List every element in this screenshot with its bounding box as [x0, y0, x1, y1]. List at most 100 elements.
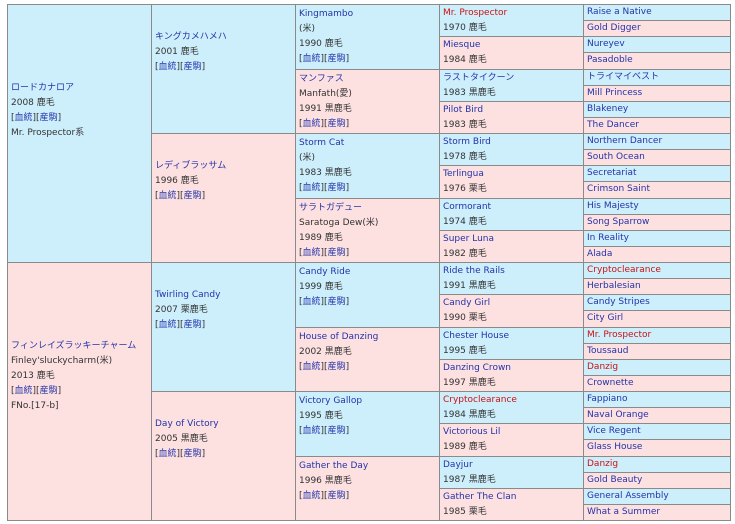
offspring-link[interactable]: 産駒: [327, 426, 346, 436]
offspring-link[interactable]: 産駒: [183, 319, 202, 330]
horse-name-link[interactable]: In Reality: [587, 232, 629, 243]
horse-name-link[interactable]: Pilot Bird: [443, 104, 484, 115]
pedigree-link[interactable]: 血統: [302, 490, 321, 501]
horse-name-link[interactable]: House of Danzing: [299, 331, 379, 342]
horse-name-link[interactable]: Vice Regent: [587, 426, 641, 437]
horse-name-link[interactable]: General Assembly: [587, 490, 669, 501]
pedigree-link[interactable]: 血統: [302, 54, 321, 64]
horse-name-link[interactable]: Gather The Clan: [443, 491, 517, 502]
horse-name-link[interactable]: Terlingua: [443, 169, 484, 180]
offspring-link[interactable]: 産駒: [327, 183, 346, 193]
horse-name-link[interactable]: Danzig: [587, 361, 619, 372]
offspring-link[interactable]: 産駒: [183, 190, 202, 201]
horse-name-link[interactable]: トライマイベスト: [587, 71, 660, 82]
offspring-link[interactable]: 産駒: [39, 113, 58, 123]
pedigree-link[interactable]: 血統: [158, 190, 177, 201]
offspring-link[interactable]: 産駒: [327, 247, 346, 258]
horse-name-link[interactable]: Danzig: [587, 458, 619, 469]
offspring-link[interactable]: 産駒: [327, 361, 346, 372]
horse-cell: Blakeney: [583, 100, 731, 118]
horse-name-link[interactable]: Miesque: [443, 40, 481, 51]
horse-name-link[interactable]: Nureyev: [587, 39, 625, 50]
horse-name-link[interactable]: フィンレイズラッキーチャーム: [11, 341, 137, 351]
horse-name-link[interactable]: ロードカナロア: [11, 83, 75, 93]
horse-name-link[interactable]: Victorious Lil: [443, 427, 501, 438]
horse-name-link[interactable]: Secretariat: [587, 168, 637, 179]
horse-name-link[interactable]: Mr. Prospector: [443, 8, 508, 18]
offspring-link[interactable]: 産駒: [327, 297, 346, 307]
horse-name-link[interactable]: Crimson Saint: [587, 184, 650, 195]
horse-name-link[interactable]: Gold Digger: [587, 23, 641, 34]
horse-name-link[interactable]: Gold Beauty: [587, 474, 643, 485]
horse-name-link[interactable]: Candy Ride: [299, 267, 351, 277]
horse-name-link[interactable]: Song Sparrow: [587, 216, 650, 227]
offspring-link[interactable]: 産駒: [183, 61, 202, 72]
pedigree-link[interactable]: 血統: [302, 426, 321, 436]
horse-name-link[interactable]: Day of Victory: [155, 418, 219, 429]
horse-name-link[interactable]: Ride the Rails: [443, 266, 505, 276]
horse-cell: Herbalesian: [583, 278, 731, 296]
horse-info: 1991 黒鹿毛: [443, 281, 496, 291]
horse-name-link[interactable]: Storm Bird: [443, 137, 491, 147]
horse-name-link[interactable]: South Ocean: [587, 152, 645, 163]
offspring-link[interactable]: 産駒: [327, 490, 346, 501]
horse-name-link[interactable]: Cryptoclearance: [587, 265, 661, 275]
horse-name-link[interactable]: Blakeney: [587, 103, 629, 114]
pedigree-link[interactable]: 血統: [302, 247, 321, 258]
horse-name-link[interactable]: Cormorant: [443, 201, 492, 212]
horse-name-link[interactable]: Glass House: [587, 442, 643, 453]
horse-name-link[interactable]: Cryptoclearance: [443, 395, 517, 405]
horse-name-link[interactable]: Victory Gallop: [299, 396, 363, 406]
horse-name-link[interactable]: What a Summer: [587, 506, 661, 517]
horse-name-link[interactable]: Pasadoble: [587, 55, 633, 66]
horse-name-link[interactable]: Raise a Native: [587, 7, 652, 17]
pedigree-link[interactable]: 血統: [158, 448, 177, 459]
horse-name-link[interactable]: Candy Stripes: [587, 297, 650, 308]
horse-name-link[interactable]: Kingmambo: [299, 9, 354, 19]
horse-name-link[interactable]: ラストタイクーン: [443, 72, 515, 83]
horse-name-link[interactable]: Fappiano: [587, 394, 628, 404]
pedigree-link[interactable]: 血統: [302, 361, 321, 372]
horse-name-link[interactable]: His Majesty: [587, 200, 639, 211]
horse-info: 1987 黒鹿毛: [443, 474, 496, 485]
pedigree-link[interactable]: 血統: [302, 297, 321, 307]
horse-cell: Vice Regent: [583, 423, 731, 441]
horse-name-link[interactable]: サラトガデュー: [299, 202, 363, 213]
horse-cell: Cryptoclearance: [583, 262, 731, 280]
horse-name-link[interactable]: City Girl: [587, 313, 624, 324]
horse-name-link[interactable]: Super Luna: [443, 233, 495, 244]
offspring-link[interactable]: 産駒: [327, 118, 346, 129]
pedigree-link[interactable]: 血統: [302, 183, 321, 193]
offspring-link[interactable]: 産駒: [327, 54, 346, 64]
offspring-link[interactable]: 産駒: [39, 386, 58, 396]
horse-name-link[interactable]: Mr. Prospector: [587, 329, 652, 340]
horse-cell: サラトガデュー Saratoga Dew(米) 1989 鹿毛 [血統][産駒]: [295, 197, 440, 263]
horse-name-link[interactable]: Chester House: [443, 330, 510, 341]
horse-name-link[interactable]: キングカメハメハ: [155, 31, 227, 42]
horse-name-link[interactable]: Alada: [587, 248, 613, 259]
pedigree-link[interactable]: 血統: [158, 61, 177, 72]
horse-name-link[interactable]: Storm Cat: [299, 138, 345, 148]
pedigree-links: [血統][産駒]: [299, 426, 350, 436]
horse-name-link[interactable]: Dayjur: [443, 459, 473, 470]
offspring-link[interactable]: 産駒: [183, 448, 202, 459]
horse-name-link[interactable]: Naval Orange: [587, 410, 649, 421]
pedigree-link[interactable]: 血統: [302, 118, 321, 129]
spacer: [155, 265, 292, 288]
horse-name-link[interactable]: Northern Dancer: [587, 136, 663, 146]
horse-name-link[interactable]: レディブラッサム: [155, 160, 227, 171]
horse-name-link[interactable]: Toussaud: [587, 345, 629, 356]
horse-name-link[interactable]: マンファス: [299, 73, 344, 84]
horse-name-link[interactable]: Candy Girl: [443, 298, 491, 309]
pedigree-link[interactable]: 血統: [158, 319, 177, 330]
horse-name-link[interactable]: Crownette: [587, 377, 634, 388]
horse-name-link[interactable]: Herbalesian: [587, 281, 641, 292]
horse-name-link[interactable]: Danzing Crown: [443, 362, 512, 373]
horse-name-link[interactable]: Gather the Day: [299, 460, 369, 471]
pedigree-link[interactable]: 血統: [14, 113, 33, 123]
horse-name-link[interactable]: The Dancer: [587, 119, 639, 130]
horse-name-link[interactable]: Twirling Candy: [155, 289, 221, 300]
pedigree-link[interactable]: 血統: [14, 386, 33, 396]
horse-name-link[interactable]: Mill Princess: [587, 87, 643, 98]
horse-cell: Chester House 1995 鹿毛: [439, 326, 584, 360]
